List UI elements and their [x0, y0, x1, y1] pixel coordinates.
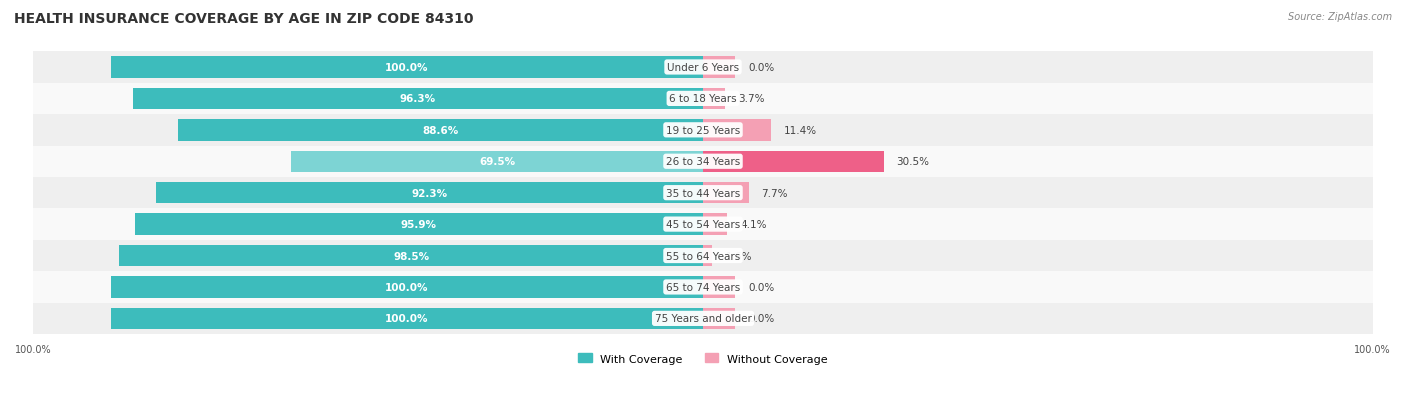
Bar [179, 120, 703, 141]
Text: 0.0%: 0.0% [748, 63, 775, 73]
Text: 75 Years and older: 75 Years and older [655, 313, 751, 324]
Text: 19 to 25 Years: 19 to 25 Years [666, 126, 740, 135]
Bar [703, 214, 727, 235]
Bar [120, 245, 703, 266]
Bar [34, 178, 1372, 209]
Text: 65 to 74 Years: 65 to 74 Years [666, 282, 740, 292]
Text: 100.0%: 100.0% [385, 63, 429, 73]
Text: 45 to 54 Years: 45 to 54 Years [666, 220, 740, 230]
Text: 92.3%: 92.3% [412, 188, 447, 198]
Text: 6 to 18 Years: 6 to 18 Years [669, 94, 737, 104]
Text: 4.1%: 4.1% [740, 220, 766, 230]
Bar [703, 245, 713, 266]
Text: Source: ZipAtlas.com: Source: ZipAtlas.com [1288, 12, 1392, 22]
Bar [703, 151, 884, 173]
Bar [703, 57, 735, 78]
Bar [291, 151, 703, 173]
Text: 30.5%: 30.5% [897, 157, 929, 167]
Text: 98.5%: 98.5% [394, 251, 429, 261]
Text: 3.7%: 3.7% [738, 94, 765, 104]
Text: 95.9%: 95.9% [401, 220, 437, 230]
Bar [34, 52, 1372, 83]
Bar [34, 303, 1372, 334]
Bar [111, 308, 703, 329]
Text: 55 to 64 Years: 55 to 64 Years [666, 251, 740, 261]
Bar [111, 277, 703, 298]
Text: 96.3%: 96.3% [399, 94, 436, 104]
Bar [132, 88, 703, 110]
Text: 1.6%: 1.6% [725, 251, 752, 261]
Text: HEALTH INSURANCE COVERAGE BY AGE IN ZIP CODE 84310: HEALTH INSURANCE COVERAGE BY AGE IN ZIP … [14, 12, 474, 26]
Bar [703, 120, 770, 141]
Text: 35 to 44 Years: 35 to 44 Years [666, 188, 740, 198]
Text: 7.7%: 7.7% [762, 188, 787, 198]
Text: 0.0%: 0.0% [748, 313, 775, 324]
Bar [34, 83, 1372, 115]
Text: 100.0%: 100.0% [385, 282, 429, 292]
Text: 69.5%: 69.5% [479, 157, 515, 167]
Text: Under 6 Years: Under 6 Years [666, 63, 740, 73]
Text: 0.0%: 0.0% [748, 282, 775, 292]
Bar [34, 115, 1372, 146]
Text: 26 to 34 Years: 26 to 34 Years [666, 157, 740, 167]
Text: 100.0%: 100.0% [385, 313, 429, 324]
Bar [135, 214, 703, 235]
Legend: With Coverage, Without Coverage: With Coverage, Without Coverage [574, 349, 832, 368]
Bar [34, 272, 1372, 303]
Bar [703, 88, 725, 110]
Bar [34, 209, 1372, 240]
Bar [703, 183, 748, 204]
Bar [703, 308, 735, 329]
Bar [111, 57, 703, 78]
Bar [34, 240, 1372, 272]
Bar [156, 183, 703, 204]
Text: 88.6%: 88.6% [422, 126, 458, 135]
Bar [34, 146, 1372, 178]
Text: 11.4%: 11.4% [783, 126, 817, 135]
Bar [703, 277, 735, 298]
